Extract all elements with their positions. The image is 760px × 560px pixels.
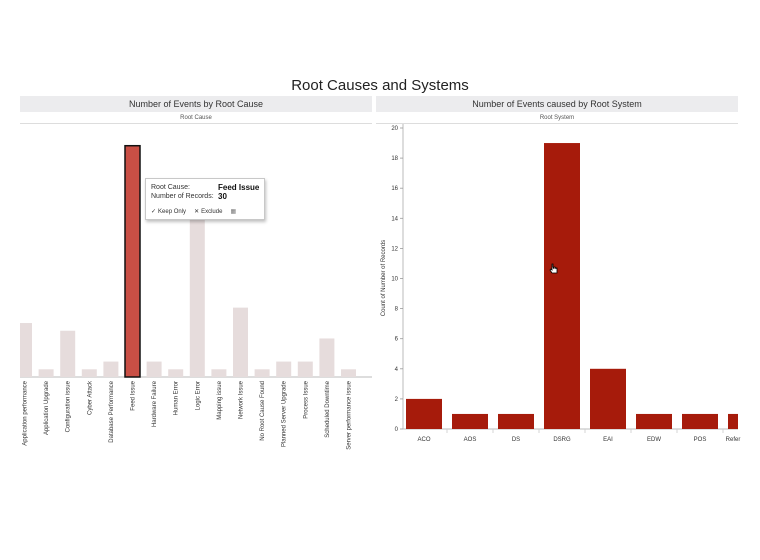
y-tick-label-12: 12: [391, 246, 398, 252]
bar-logic-error[interactable]: [189, 207, 205, 377]
grid-icon: ▦: [230, 209, 237, 215]
tooltip-label-root-cause: Root Cause:: [151, 184, 190, 191]
bar-server-performance-issue[interactable]: [341, 369, 356, 377]
x-tick-label-refer: Refer: [726, 437, 741, 443]
y-tick-label-2: 2: [395, 397, 399, 403]
bar-planned-server-upgrade[interactable]: [276, 361, 292, 377]
left-panel: Number of Events by Root Cause Root Caus…: [20, 96, 372, 456]
y-tick-label-8: 8: [395, 307, 399, 313]
bar-aos[interactable]: [452, 413, 488, 429]
right-panel: Number of Events caused by Root System R…: [376, 96, 738, 456]
x-tick-label-pos: POS: [694, 437, 707, 443]
x-tick-label-aos: AOS: [464, 437, 477, 443]
right-column-header: Root System: [376, 113, 738, 124]
bar-application-performance[interactable]: [20, 323, 32, 377]
left-panel-header: Number of Events by Root Cause: [20, 96, 372, 112]
y-tick-label-20: 20: [391, 126, 398, 132]
tick-label-planned-server-upgrade: Planned Server Upgrade: [282, 380, 288, 447]
keep-only-label: Keep Only: [158, 208, 187, 215]
bar-dsrg[interactable]: [544, 143, 580, 430]
tick-label-scheduled-downtime: Scheduled Downtime: [325, 380, 331, 437]
bar-cyber-attack[interactable]: [81, 369, 97, 377]
tick-label-configuration-issue: Configuration issue: [66, 380, 72, 432]
bar-hardware-failure[interactable]: [146, 361, 162, 377]
tooltip-actions: ✓ Keep Only ✕ Exclude ▦: [151, 208, 236, 216]
bar-network-issue[interactable]: [233, 307, 248, 377]
bar-edw[interactable]: [636, 413, 672, 429]
bar-refer[interactable]: [728, 413, 738, 429]
tick-label-mapping-issue: Mapping issue: [217, 380, 223, 419]
tick-label-application-performance: Application performance: [23, 380, 29, 445]
bar-application-upgrade[interactable]: [38, 369, 54, 377]
close-icon: ✕: [194, 209, 200, 215]
tick-label-network-issue: Network Issue: [239, 380, 245, 419]
check-icon: ✓: [151, 209, 157, 215]
right-panel-header: Number of Events caused by Root System: [376, 96, 738, 112]
x-tick-label-ds: DS: [512, 437, 520, 443]
exclude-label: Exclude: [201, 208, 223, 215]
bar-feed-issue[interactable]: [124, 144, 141, 378]
y-tick-label-4: 4: [395, 367, 399, 373]
left-column-header: Root Cause: [20, 113, 372, 124]
x-tick-label-aco: ACO: [417, 437, 430, 443]
bar-ds[interactable]: [498, 413, 534, 429]
exclude-button[interactable]: ✕ Exclude: [194, 208, 223, 216]
bar-configuration-issue[interactable]: [60, 330, 76, 377]
dashboard-title: Root Causes and Systems: [291, 77, 469, 94]
x-tick-label-eai: EAI: [603, 437, 613, 443]
x-tick-label-dsrg: DSRG: [553, 437, 571, 443]
bar-database-performance[interactable]: [103, 361, 119, 377]
tick-label-process-issue: Process Issue: [303, 380, 309, 418]
tick-label-application-upgrade: Application Upgrade: [44, 380, 50, 435]
tick-label-hardware-failure: Hardware Failure: [152, 380, 158, 427]
y-tick-label-6: 6: [395, 337, 399, 343]
bar-mapping-issue[interactable]: [211, 369, 227, 377]
tick-label-server-performance-issue: Server performance issue: [347, 380, 353, 449]
tick-label-logic-error: Logic Error: [195, 381, 201, 410]
bar-human-error[interactable]: [168, 369, 184, 377]
x-tick-label-edw: EDW: [647, 437, 661, 443]
keep-only-button[interactable]: ✓ Keep Only: [151, 208, 187, 216]
tick-label-database-performance: Database Performance: [109, 380, 115, 442]
y-tick-label-10: 10: [391, 277, 398, 283]
y-tick-label-0: 0: [395, 427, 399, 433]
tooltip: Root Cause: Feed Issue Number of Records…: [145, 178, 265, 220]
view-data-button[interactable]: ▦: [230, 208, 236, 215]
tick-label-no-root-cause-found: No Root Cause Found: [260, 381, 266, 441]
y-tick-label-14: 14: [391, 216, 398, 222]
bar-aco[interactable]: [406, 398, 442, 429]
tooltip-value-root-cause: Feed Issue: [218, 183, 260, 192]
tooltip-value-records: 30: [218, 192, 227, 201]
y-tick-label-18: 18: [391, 156, 398, 162]
bar-pos[interactable]: [682, 413, 718, 429]
y-axis-title: Count of Number of Records: [381, 240, 387, 316]
bar-scheduled-downtime[interactable]: [319, 338, 335, 377]
bar-no-root-cause-found[interactable]: [254, 369, 270, 377]
bar-eai[interactable]: [590, 368, 626, 429]
hand-cursor-icon: [549, 263, 558, 274]
tick-label-human-error: Human Error: [174, 381, 180, 415]
y-tick-label-16: 16: [391, 186, 398, 192]
tick-label-feed-issue: Feed Issue: [131, 380, 137, 410]
tick-label-cyber-attack: Cyber Attack: [87, 380, 93, 415]
tooltip-label-records: Number of Records:: [151, 193, 214, 200]
bar-process-issue[interactable]: [297, 361, 313, 377]
